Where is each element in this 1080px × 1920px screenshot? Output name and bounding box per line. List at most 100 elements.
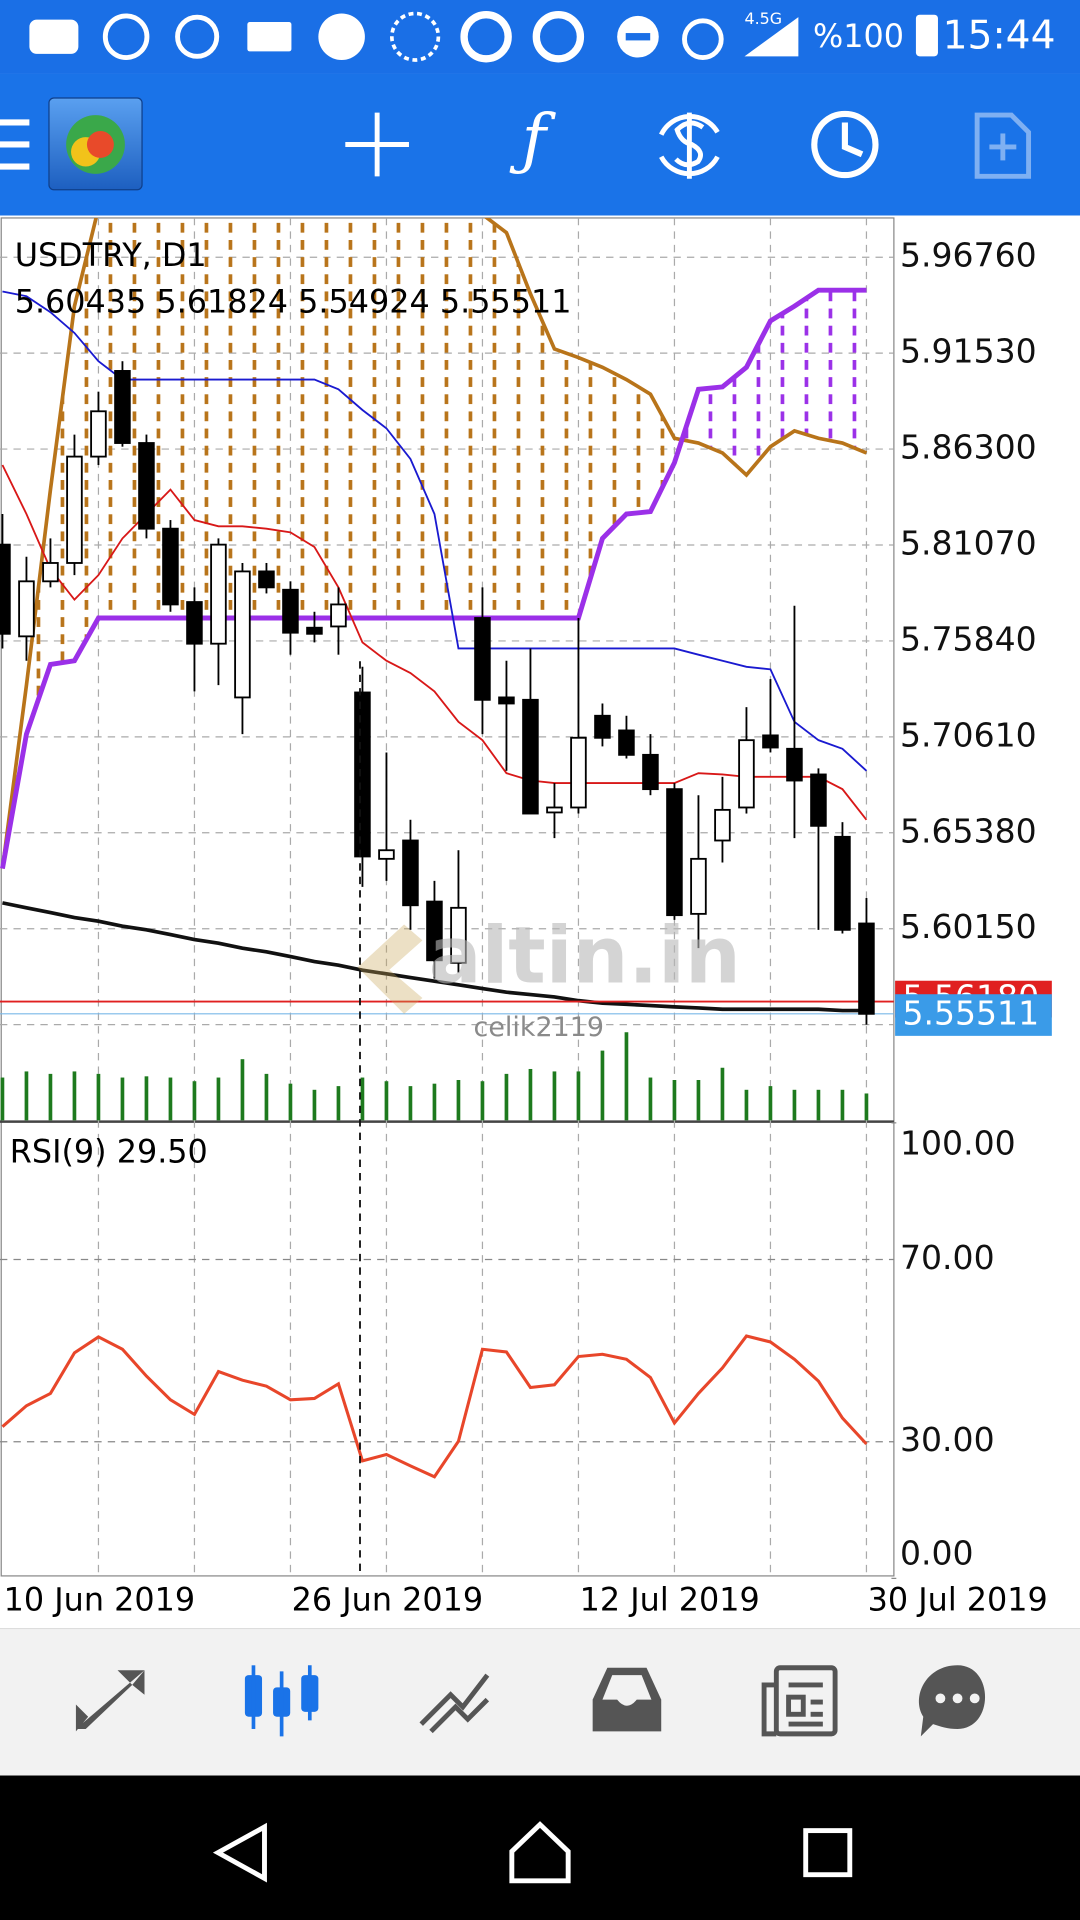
candle-body (234, 570, 251, 699)
back-button[interactable] (212, 1822, 267, 1883)
battery-label: %100 (813, 17, 904, 55)
volume-bar (192, 1081, 197, 1121)
rsi-tick-label: 100.00 (900, 1123, 1016, 1162)
candle-body (498, 696, 515, 705)
rsi-title: RSI(9) 29.50 (10, 1132, 208, 1170)
indicator-line (2, 290, 868, 772)
candle-body (90, 410, 107, 458)
rsi-tick-label: 70.00 (900, 1238, 995, 1277)
new-order-button[interactable] (974, 112, 1032, 179)
trade-button[interactable] (659, 112, 720, 179)
ohlc-label: 5.60435 5.61824 5.54924 5.55511 (15, 283, 572, 321)
menu-button[interactable] (0, 119, 30, 170)
cloud-segment (842, 290, 867, 453)
volume-bar (240, 1059, 245, 1121)
system-nav (0, 1775, 1080, 1920)
home-button[interactable] (509, 1821, 571, 1884)
candle-body (162, 527, 179, 606)
history-button[interactable] (811, 110, 879, 179)
recents-button[interactable] (803, 1828, 853, 1878)
candle-body (834, 835, 851, 931)
volume-bar (744, 1089, 749, 1121)
candle-body (546, 806, 563, 814)
candle-body (402, 839, 419, 907)
candle-body (786, 747, 803, 782)
price-label-box (895, 994, 1052, 1036)
candle-body (474, 617, 491, 701)
volume-bar (576, 1071, 581, 1121)
volume-bar (432, 1083, 437, 1121)
candle-body (0, 543, 11, 635)
cloud-segment (602, 367, 627, 539)
volume-bar (720, 1067, 725, 1121)
y-tick-label: 5.70610 (900, 715, 1037, 754)
volume-bar (792, 1089, 797, 1121)
candle-body (354, 691, 371, 858)
cloud-segment (530, 293, 555, 619)
cloud-segment (290, 217, 315, 619)
volume-bar (384, 1081, 389, 1121)
cloud-segment (410, 217, 435, 619)
candle-body (666, 788, 683, 917)
axes: 10 Jun 2019 26 Jun 2019 12 Jul 2019 30 Jul … (4, 236, 1052, 1619)
cloud-segment (314, 217, 339, 619)
cloud-segment (434, 217, 459, 619)
cloud-segment (362, 217, 387, 619)
candle-body (810, 773, 827, 827)
candle-body (738, 739, 755, 809)
cloud-segment (506, 232, 531, 619)
cloud-line (0, 217, 868, 869)
trade-tab[interactable] (419, 1673, 490, 1734)
candle-body (138, 442, 155, 530)
volume-bar (528, 1068, 533, 1121)
cloud-segment (98, 217, 123, 619)
volume-bar (600, 1050, 605, 1121)
volume-bar (72, 1071, 77, 1121)
volume-bar (168, 1077, 173, 1121)
cloud-segment (554, 348, 579, 619)
volume-bar (120, 1077, 125, 1121)
chart-tab[interactable] (244, 1665, 319, 1737)
chat-tab[interactable] (918, 1665, 986, 1737)
candle-body (714, 808, 731, 842)
volume-bar (144, 1076, 149, 1121)
volume-bar (0, 1077, 5, 1121)
cloud-segment (194, 217, 219, 619)
candle-body (282, 588, 299, 634)
news-tab[interactable] (761, 1665, 838, 1737)
cloud-line (0, 287, 867, 869)
y-tick-label: 5.65380 (900, 811, 1037, 850)
y-tick-label: 5.96760 (900, 236, 1037, 275)
user-label: celik2119 (474, 1012, 604, 1043)
quotes-tab[interactable] (75, 1670, 145, 1732)
clock: 15:44 (943, 13, 1056, 58)
candle-body (618, 729, 635, 756)
volume-bar (864, 1093, 869, 1121)
watermark: altin.in (429, 911, 741, 1002)
volume-bar (24, 1071, 29, 1121)
candle-body (330, 603, 347, 628)
toolbar (0, 73, 1080, 216)
symbol-label: USDTRY, D1 (15, 236, 207, 274)
app-logo[interactable] (48, 97, 143, 191)
candle-body (858, 922, 875, 1015)
history-tab[interactable] (592, 1667, 662, 1732)
volume-bar (360, 1077, 365, 1121)
cloud-segment (266, 217, 291, 619)
volume-bar (672, 1080, 677, 1121)
volume-bar (288, 1083, 293, 1121)
candle-body (210, 543, 227, 645)
cloud-segment (722, 367, 747, 475)
cloud-segment (458, 217, 483, 619)
candle-body (594, 714, 611, 739)
cloud-segment (770, 306, 795, 447)
x-tick-label: 10 Jun 2019 (4, 1581, 195, 1619)
cloud-segment (482, 217, 507, 619)
bottom-nav (0, 1628, 1080, 1776)
cloud-segment (218, 217, 243, 619)
volume-bar (456, 1080, 461, 1121)
cloud-segment (242, 217, 267, 619)
crosshair-button[interactable] (345, 112, 409, 177)
